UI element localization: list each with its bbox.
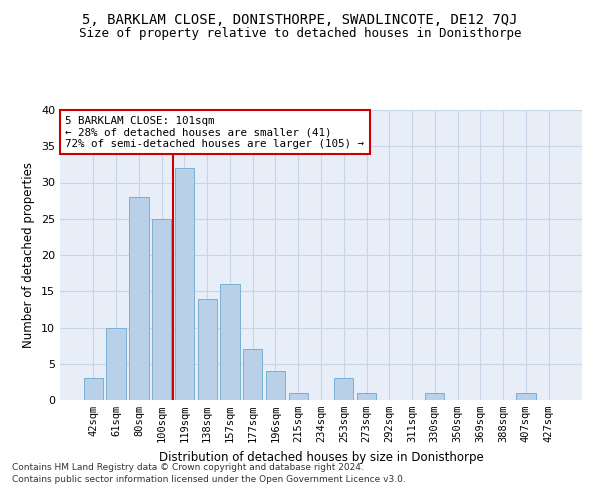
Bar	[175, 168, 194, 400]
Text: 5, BARKLAM CLOSE, DONISTHORPE, SWADLINCOTE, DE12 7QJ: 5, BARKLAM CLOSE, DONISTHORPE, SWADLINCO…	[82, 12, 518, 26]
Text: Size of property relative to detached houses in Donisthorpe: Size of property relative to detached ho…	[79, 28, 521, 40]
Bar	[289, 393, 308, 400]
Bar	[84, 378, 103, 400]
Bar	[425, 393, 445, 400]
Text: Contains public sector information licensed under the Open Government Licence v3: Contains public sector information licen…	[12, 475, 406, 484]
Bar	[197, 298, 217, 400]
Text: Contains HM Land Registry data © Crown copyright and database right 2024.: Contains HM Land Registry data © Crown c…	[12, 464, 364, 472]
Bar	[152, 219, 172, 400]
Bar	[243, 349, 262, 400]
Bar	[106, 328, 126, 400]
Text: 5 BARKLAM CLOSE: 101sqm
← 28% of detached houses are smaller (41)
72% of semi-de: 5 BARKLAM CLOSE: 101sqm ← 28% of detache…	[65, 116, 364, 149]
Y-axis label: Number of detached properties: Number of detached properties	[22, 162, 35, 348]
Bar	[220, 284, 239, 400]
Bar	[357, 393, 376, 400]
Bar	[334, 378, 353, 400]
Bar	[266, 371, 285, 400]
Bar	[516, 393, 536, 400]
Bar	[129, 197, 149, 400]
X-axis label: Distribution of detached houses by size in Donisthorpe: Distribution of detached houses by size …	[158, 450, 484, 464]
